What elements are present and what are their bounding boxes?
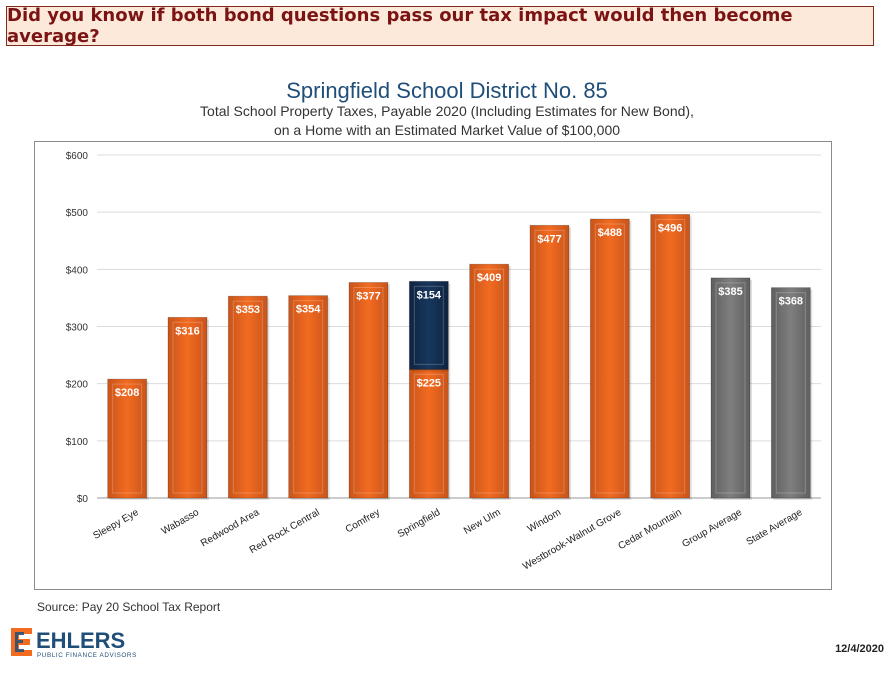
stacked-value-label: $154: [417, 289, 442, 301]
bar-value-label: $409: [477, 272, 501, 284]
bar-1-bevel: [112, 383, 143, 494]
bar-10: [650, 214, 691, 499]
bar-value-label: $225: [417, 377, 441, 389]
bar-value-label: $477: [537, 233, 561, 245]
bar-6-new-bond-bevel: [413, 285, 444, 365]
bar-value-label: $368: [779, 296, 803, 308]
bar-12-bevel: [775, 292, 806, 494]
bar-2-bevel: [172, 321, 203, 494]
ehlers-logo: EHLERS PUBLIC FINANCE ADVISORS: [11, 628, 137, 659]
chart-subtitle-line-1: Total School Property Taxes, Payable 202…: [200, 103, 694, 119]
bar-6-new-bond: [408, 280, 449, 370]
logo-name-text: EHLERS: [36, 628, 125, 653]
bar-8: [529, 224, 570, 499]
bar-6-bevel: [413, 373, 444, 494]
bar-4-bevel: [293, 300, 324, 494]
y-tick-label: $300: [66, 323, 89, 334]
bar-value-label: $208: [115, 387, 139, 399]
bar-11-bevel: [715, 282, 746, 494]
chart-title: Springfield School District No. 85: [286, 78, 608, 103]
bar-5: [348, 282, 389, 499]
x-category-label: Group Average: [680, 507, 744, 550]
x-category-label: Sleepy Eye: [91, 507, 141, 542]
x-category-label: Westbrook-Walnut Grove: [521, 507, 624, 573]
y-tick-label: $200: [66, 380, 89, 391]
bar-7-bevel: [474, 268, 505, 494]
x-category-label: Cedar Mountain: [617, 507, 684, 552]
bar-value-label: $316: [175, 325, 199, 337]
bar-5-bevel: [353, 286, 384, 494]
bar-3-bevel: [232, 300, 263, 494]
bar-value-label: $496: [658, 222, 682, 234]
bar-chart: $0 $100 $200 $300 $400 $500 $600 $208 Sleepy Eye…: [66, 151, 821, 573]
bar-2: [167, 316, 208, 499]
bar-9: [589, 218, 630, 499]
logo-tagline-text: PUBLIC FINANCE ADVISORS: [37, 652, 137, 659]
bar-3: [227, 295, 268, 499]
y-tick-label: $400: [66, 265, 89, 276]
bar-value-label: $354: [296, 304, 321, 316]
bar-value-label: $353: [236, 304, 260, 316]
bar-10-bevel: [655, 218, 686, 494]
x-category-label: Springfield: [396, 507, 442, 540]
chart-subtitle-line-2: on a Home with an Estimated Market Value…: [273, 122, 621, 138]
y-tick-label: $600: [66, 151, 89, 162]
bar-12: [770, 287, 811, 499]
x-category-label: Comfrey: [344, 507, 382, 535]
banner-text: Did you know if both bond questions pass…: [7, 5, 793, 47]
bar-1: [107, 378, 148, 499]
x-category-label: Wabasso: [160, 507, 202, 537]
y-tick-label: $0: [77, 494, 89, 505]
y-tick-label: $100: [66, 437, 89, 448]
bar-9-bevel: [594, 223, 625, 494]
bar-8-bevel: [534, 229, 565, 494]
bar-value-label: $377: [356, 290, 380, 302]
question-banner: Did you know if both bond questions pass…: [6, 5, 874, 47]
bar-value-label: $385: [718, 286, 742, 298]
bar-4: [288, 295, 329, 499]
chart-frame: $0 $100 $200 $300 $400 $500 $600 $208 Sleepy Eye…: [34, 141, 832, 590]
report-date: 12/4/2020: [835, 643, 884, 655]
x-category-label: New Ulm: [462, 507, 503, 537]
bar-7: [469, 263, 510, 499]
y-tick-label: $500: [66, 208, 89, 219]
source-note: Source: Pay 20 School Tax Report: [37, 600, 221, 614]
x-category-label: State Average: [745, 507, 805, 548]
bar-value-label: $488: [598, 227, 622, 239]
bar-11: [710, 277, 751, 499]
x-category-label: Windom: [526, 507, 563, 535]
